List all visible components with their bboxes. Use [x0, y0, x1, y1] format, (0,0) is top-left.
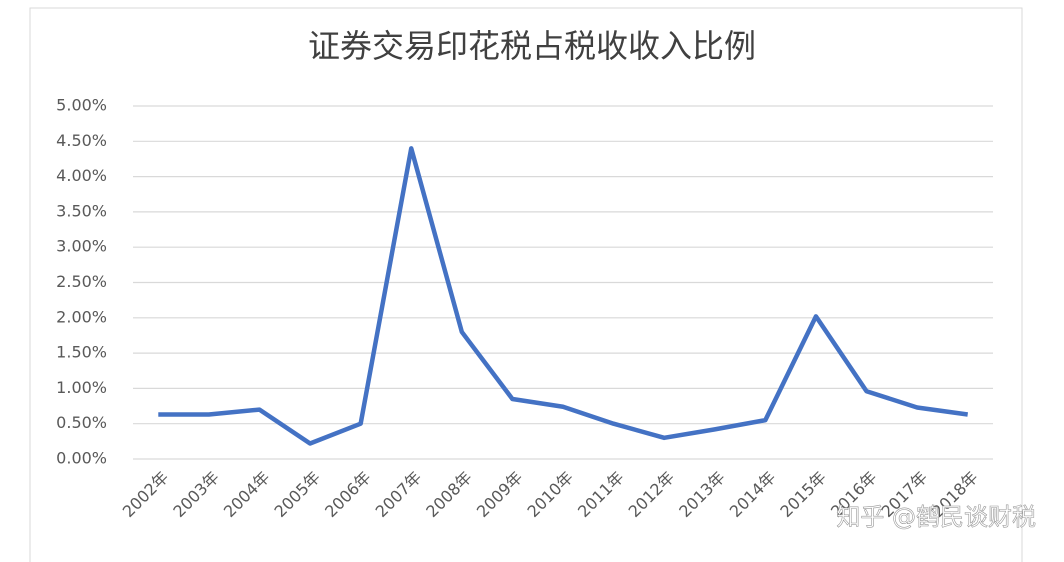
y-tick-label: 5.00% — [56, 96, 107, 115]
y-tick-label: 4.00% — [56, 166, 107, 185]
y-tick-label: 1.00% — [56, 378, 107, 397]
y-tick-label: 1.50% — [56, 343, 107, 362]
chart-title: 证券交易印花税占税收收入比例 — [308, 27, 756, 65]
y-tick-label: 4.50% — [56, 131, 107, 150]
watermark: 知乎 @鹤民谈财税 — [836, 503, 1036, 531]
y-tick-label: 2.50% — [56, 272, 107, 291]
y-tick-label: 2.00% — [56, 307, 107, 326]
y-tick-label: 3.00% — [56, 237, 107, 256]
chart-frame — [29, 7, 1023, 562]
y-tick-label: 3.50% — [56, 201, 107, 220]
data-line — [158, 146, 969, 446]
y-tick-label: 0.50% — [56, 413, 107, 432]
y-tick-label: 0.00% — [56, 449, 107, 468]
